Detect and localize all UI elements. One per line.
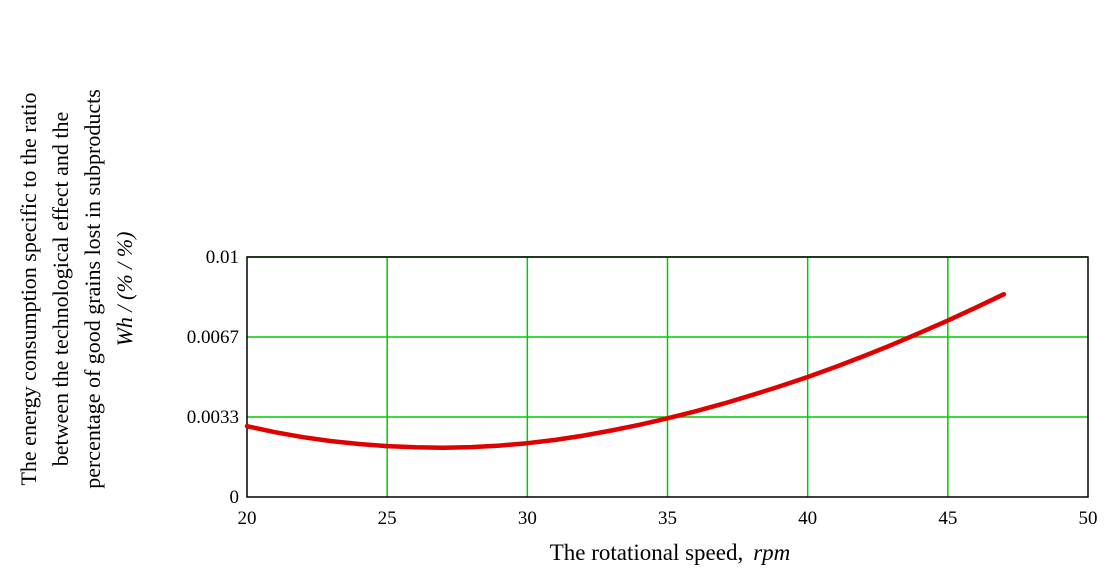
y-axis-label: The energy consumption specific to the r… bbox=[16, 89, 137, 489]
x-tick-label: 45 bbox=[938, 508, 957, 529]
grid bbox=[247, 256, 1088, 497]
x-tick-label: 20 bbox=[238, 508, 257, 529]
x-tick-label: 25 bbox=[378, 508, 397, 529]
y-tick-labels: 0 0.0033 0.0067 0.01 bbox=[187, 247, 239, 508]
y-tick-label: 0.01 bbox=[206, 247, 239, 268]
y-tick-label: 0 bbox=[230, 487, 240, 508]
series-line bbox=[244, 291, 1007, 451]
x-tick-label: 30 bbox=[518, 508, 537, 529]
x-tick-label: 35 bbox=[658, 508, 677, 529]
y-axis-label-line-2: between the technological effect and the bbox=[48, 112, 73, 466]
x-tick-label: 40 bbox=[798, 508, 817, 529]
x-axis-label: The rotational speed, rpm bbox=[550, 540, 791, 565]
y-tick-label: 0.0033 bbox=[187, 407, 239, 428]
plot-frame bbox=[246, 256, 1089, 498]
x-tick-label: 50 bbox=[1079, 508, 1098, 529]
y-tick-label: 0.0067 bbox=[187, 327, 239, 348]
x-axis-label-text: The rotational speed, bbox=[550, 540, 744, 565]
y-axis-label-line-3: percentage of good grains lost in subpro… bbox=[80, 89, 105, 489]
x-axis-label-unit: rpm bbox=[753, 540, 790, 565]
y-axis-label-line-1: The energy consumption specific to the r… bbox=[16, 92, 41, 485]
x-tick-labels: 20 25 30 35 40 45 50 bbox=[238, 508, 1098, 529]
series-layer bbox=[244, 291, 1007, 451]
y-axis-label-unit: Wh / (% / %) bbox=[112, 232, 137, 347]
